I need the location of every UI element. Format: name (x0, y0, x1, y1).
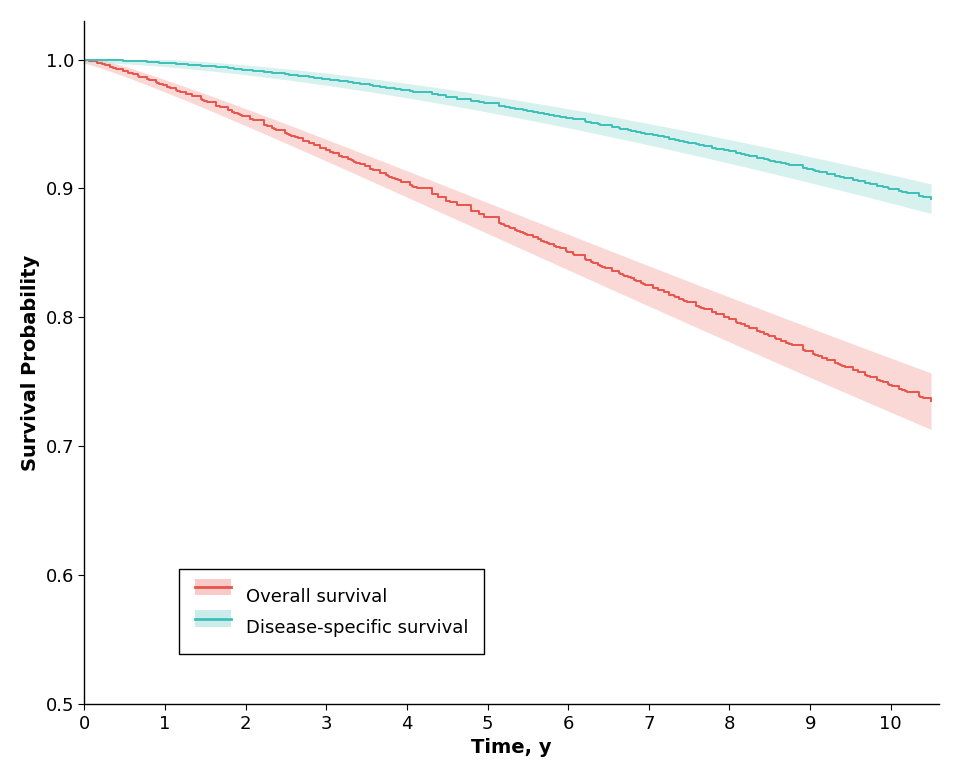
Overall survival (79, 54, 90, 64)
Disease-specific survival (79, 54, 90, 64)
Disease-specific survival (308, 72, 320, 82)
Y-axis label: Survival Probability: Survival Probability (21, 254, 39, 471)
X-axis label: Time, y: Time, y (471, 738, 552, 757)
Overall survival (550, 242, 562, 251)
Overall survival (872, 375, 883, 384)
Line: Disease-specific survival: Disease-specific survival (84, 59, 931, 198)
Disease-specific survival (897, 187, 908, 196)
Disease-specific survival (872, 180, 883, 190)
Overall survival (308, 138, 320, 148)
Disease-specific survival (732, 149, 743, 158)
Overall survival (925, 397, 937, 406)
Overall survival (732, 317, 743, 327)
Overall survival (91, 57, 103, 66)
Overall survival (897, 384, 908, 394)
Disease-specific survival (91, 55, 103, 65)
Disease-specific survival (925, 194, 937, 203)
Line: Overall survival: Overall survival (84, 59, 931, 401)
Legend: Overall survival, Disease-specific survival: Overall survival, Disease-specific survi… (179, 569, 485, 654)
Disease-specific survival (550, 111, 562, 121)
